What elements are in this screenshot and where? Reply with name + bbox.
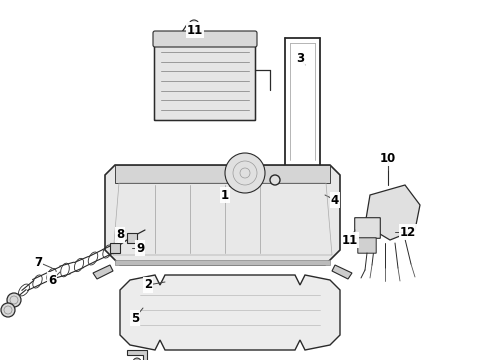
Polygon shape xyxy=(93,265,113,279)
FancyBboxPatch shape xyxy=(154,40,255,121)
Text: 11: 11 xyxy=(342,234,358,247)
FancyBboxPatch shape xyxy=(153,31,257,47)
FancyBboxPatch shape xyxy=(127,233,137,243)
Text: 10: 10 xyxy=(380,152,396,165)
FancyBboxPatch shape xyxy=(110,243,120,253)
Polygon shape xyxy=(115,260,330,265)
Polygon shape xyxy=(127,350,147,360)
Circle shape xyxy=(1,303,15,317)
Text: 9: 9 xyxy=(136,242,144,255)
Circle shape xyxy=(189,20,199,30)
Text: 1: 1 xyxy=(221,189,229,202)
FancyBboxPatch shape xyxy=(358,238,376,253)
Circle shape xyxy=(7,293,21,307)
Polygon shape xyxy=(365,185,420,240)
Text: 6: 6 xyxy=(48,274,56,287)
Text: 8: 8 xyxy=(116,229,124,242)
Polygon shape xyxy=(120,275,340,350)
FancyBboxPatch shape xyxy=(355,218,380,238)
Circle shape xyxy=(225,153,265,193)
Polygon shape xyxy=(105,165,340,265)
Text: 2: 2 xyxy=(144,279,152,292)
Text: 11: 11 xyxy=(187,23,203,36)
Polygon shape xyxy=(332,265,352,279)
Circle shape xyxy=(270,175,280,185)
Text: 3: 3 xyxy=(296,51,304,64)
Text: 12: 12 xyxy=(400,225,416,239)
Circle shape xyxy=(133,358,141,360)
Text: 7: 7 xyxy=(34,256,42,269)
Polygon shape xyxy=(115,165,330,183)
Text: 4: 4 xyxy=(331,194,339,207)
Text: 5: 5 xyxy=(131,311,139,324)
